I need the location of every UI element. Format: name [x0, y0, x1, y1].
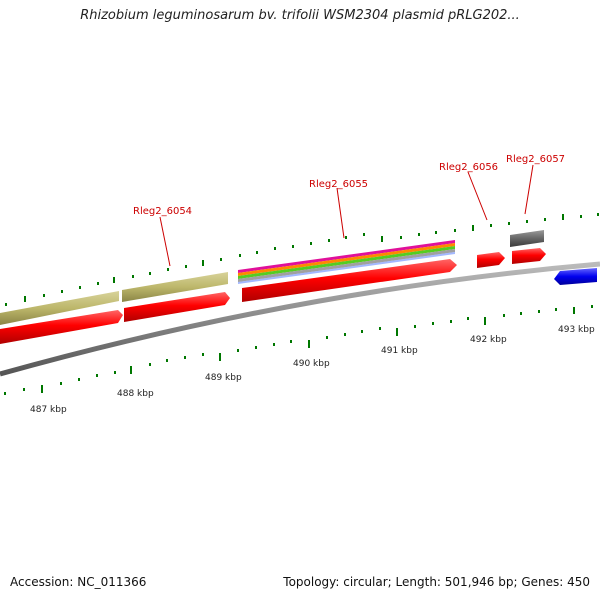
gene-label-rleg2-6056[interactable]: Rleg2_6056	[439, 162, 498, 173]
scale-label: 492 kbp	[470, 335, 507, 345]
gray-feature-track	[510, 230, 544, 247]
gene-arrow-reverse[interactable]	[554, 268, 597, 285]
gene-label-leaders	[159, 164, 534, 267]
inner-tick-ring	[4, 305, 593, 395]
scale-label: 493 kbp	[558, 325, 595, 335]
scale-label: 489 kbp	[205, 373, 242, 383]
gene-arrow-rleg2-6053[interactable]	[0, 310, 123, 344]
gene-label-rleg2-6054[interactable]: Rleg2_6054	[133, 206, 192, 217]
genome-backbone	[0, 261, 600, 377]
forward-cds-track	[0, 248, 546, 344]
map-title: Rhizobium leguminosarum bv. trifolii WSM…	[80, 8, 520, 23]
gene-arrow-rleg2-6057[interactable]	[512, 248, 546, 264]
multicolor-feature-track	[238, 240, 455, 284]
gene-arrow-rleg2-6056[interactable]	[477, 252, 505, 268]
scale-label: 487 kbp	[30, 405, 67, 415]
scale-labels: 487 kbp 488 kbp 489 kbp 490 kbp 491 kbp …	[30, 325, 595, 415]
topology-summary: Topology: circular; Length: 501,946 bp; …	[283, 575, 590, 589]
scale-label: 488 kbp	[117, 389, 154, 399]
scale-label: 490 kbp	[293, 359, 330, 369]
gene-arrow-rleg2-6055[interactable]	[242, 259, 457, 302]
gene-labels: Rleg2_6054 Rleg2_6055 Rleg2_6056 Rleg2_6…	[133, 154, 565, 217]
scale-label: 491 kbp	[381, 346, 418, 356]
olive-feature-track	[0, 272, 228, 325]
gene-label-rleg2-6055[interactable]: Rleg2_6055	[309, 179, 368, 190]
gene-arrow-rleg2-6054[interactable]	[124, 292, 230, 322]
outer-tick-ring	[5, 213, 599, 306]
gene-label-rleg2-6057[interactable]: Rleg2_6057	[506, 154, 565, 165]
accession-text: Accession: NC_011366	[10, 575, 147, 589]
